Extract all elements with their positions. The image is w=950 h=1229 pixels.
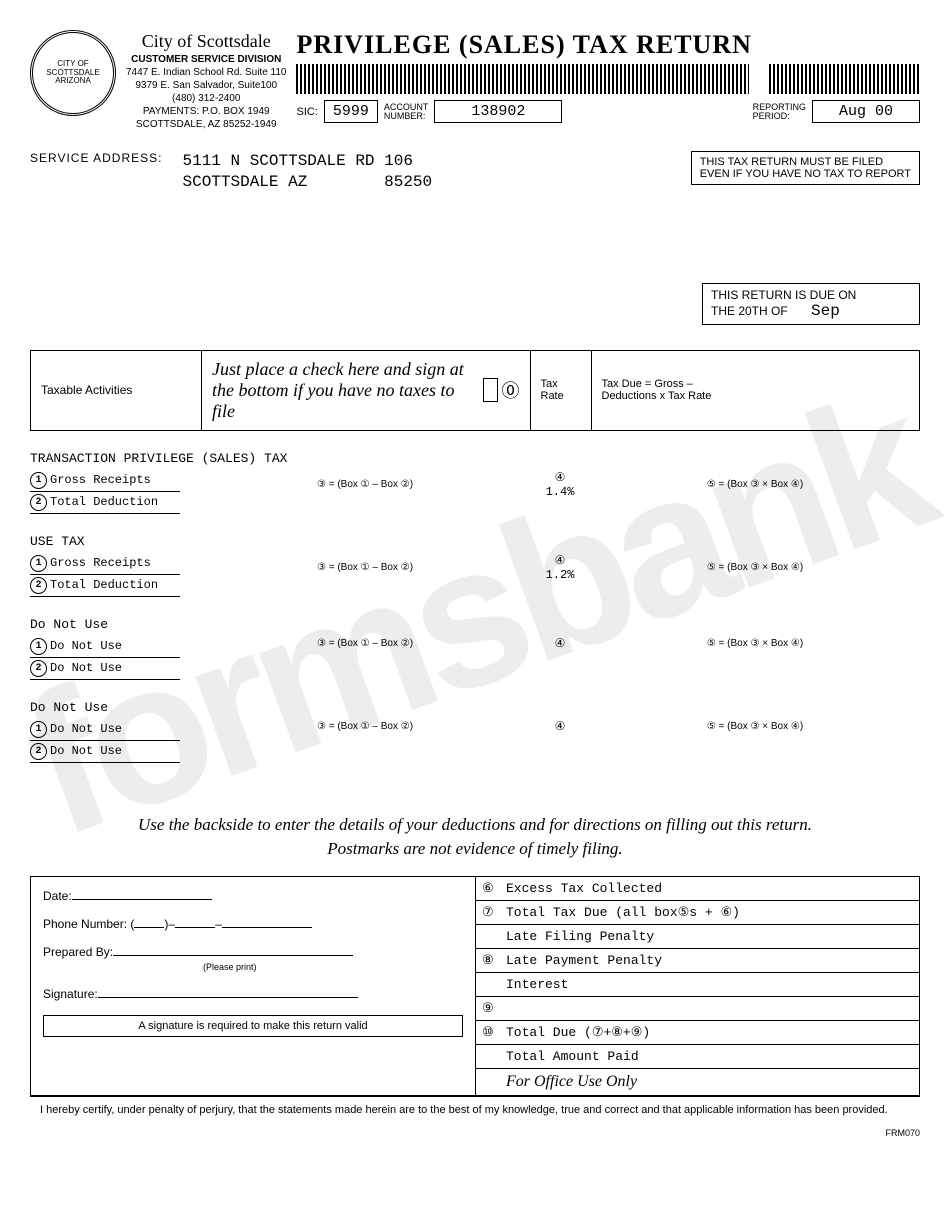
signature-required: A signature is required to make this ret… [43,1015,463,1037]
period-label: REPORTING PERIOD: [753,103,806,121]
section-title: Do Not Use [30,700,920,715]
total-line: ⑥Excess Tax Collected [476,877,919,901]
acct-label: ACCOUNT NUMBER: [384,103,429,121]
total-line: Late Filing Penalty [476,925,919,949]
phone-label: Phone Number: ( [43,917,134,931]
total-line: ⑩Total Due (⑦+⑧+⑨) [476,1021,919,1045]
total-deduction-row: 2Total Deduction [30,492,180,514]
total-line: ⑨ [476,997,919,1021]
signature-label: Signature: [43,987,98,1001]
zero-icon: ⓪ [502,377,520,403]
formula-3: ③ = (Box ① – Box ②) [200,479,530,490]
no-tax-checkbox[interactable] [483,378,497,402]
phone-prefix[interactable] [175,927,215,928]
gross-receipts-row: 1Do Not Use [30,636,180,658]
payments: PAYMENTS: P.O. BOX 1949 [126,105,286,118]
division: CUSTOMER SERVICE DIVISION [126,53,286,66]
acct-value: 138902 [434,100,562,123]
office-use: For Office Use Only [506,1073,637,1091]
taxable-activities-label: Taxable Activities [31,351,202,430]
no-tax-instruction: Just place a check here and sign at the … [212,359,475,422]
rate-value: ④1.2% [530,553,590,582]
svc-line2: SCOTTSDALE AZ [182,173,307,191]
service-label: SERVICE ADDRESS: [30,151,182,193]
due-month: Sep [811,302,840,320]
formula-5: ⑤ = (Box ③ × Box ④) [590,721,920,732]
rate-value: ④ [530,719,590,734]
certification: I hereby certify, under penalty of perju… [30,1096,920,1124]
date-label: Date: [43,889,72,903]
gross-receipts-row: 1Gross Receipts [30,553,180,575]
prepared-hint: (Please print) [203,962,257,972]
sic-label: SIC: [296,106,317,118]
filing-notice: THIS TAX RETURN MUST BE FILED EVEN IF YO… [691,151,920,185]
section-title: TRANSACTION PRIVILEGE (SALES) TAX [30,451,920,466]
prepared-label: Prepared By: [43,945,113,959]
due-box: THIS RETURN IS DUE ON THE 20TH OF Sep [702,283,920,325]
prepared-field[interactable] [113,955,353,956]
total-deduction-row: 2Do Not Use [30,741,180,763]
section-title: USE TAX [30,534,920,549]
phone: (480) 312-2400 [126,92,286,105]
addr1: 7447 E. Indian School Rd. Suite 110 [126,66,286,79]
city-header: City of Scottsdale CUSTOMER SERVICE DIVI… [126,30,286,131]
formula-3: ③ = (Box ① – Box ②) [200,638,530,649]
total-deduction-row: 2Do Not Use [30,658,180,680]
addr2: 9379 E. San Salvador, Suite100 [126,79,286,92]
rate-value: ④1.4% [530,470,590,499]
total-line: Interest [476,973,919,997]
formula-5: ⑤ = (Box ③ × Box ④) [590,638,920,649]
formula-3: ③ = (Box ① – Box ②) [200,562,530,573]
instruction-band: Taxable Activities Just place a check he… [30,350,920,431]
sic-value: 5999 [324,100,378,123]
form-number: FRM070 [30,1128,920,1138]
total-line: ⑧Late Payment Penalty [476,949,919,973]
cityzip: SCOTTSDALE, AZ 85252-1949 [126,118,286,131]
gross-receipts-row: 1Do Not Use [30,719,180,741]
service-address: 5111 N SCOTTSDALE RD 106 SCOTTSDALE AZ 8… [182,151,432,193]
rate-value: ④ [530,636,590,651]
barcode-1 [296,64,749,94]
period-value: Aug 00 [812,100,920,123]
city-seal: CITY OFSCOTTSDALEARIZONA [30,30,116,116]
date-field[interactable] [72,899,212,900]
barcode-2 [769,64,920,94]
bottom-section: Date: Phone Number: ()–– Prepared By:(Pl… [30,876,920,1096]
formula-5: ⑤ = (Box ③ × Box ④) [590,479,920,490]
tax-rate-label: Tax Rate [531,351,592,430]
total-deduction-row: 2Total Deduction [30,575,180,597]
gross-receipts-row: 1Gross Receipts [30,470,180,492]
mid-note: Use the backside to enter the details of… [30,813,920,861]
total-line: ⑦Total Tax Due (all box⑤s + ⑥) [476,901,919,925]
formula-5: ⑤ = (Box ③ × Box ④) [590,562,920,573]
phone-area[interactable] [134,927,164,928]
svc-line1: 5111 N SCOTTSDALE RD 106 [182,151,432,172]
formula-3: ③ = (Box ① – Box ②) [200,721,530,732]
city-name: City of Scottsdale [126,30,286,53]
signature-field[interactable] [98,997,358,998]
formula-label: Tax Due = Gross – Deductions x Tax Rate [592,351,920,430]
total-line: Total Amount Paid [476,1045,919,1069]
svc-zip: 85250 [384,173,432,191]
phone-number[interactable] [222,927,312,928]
form-title: PRIVILEGE (SALES) TAX RETURN [296,30,920,60]
section-title: Do Not Use [30,617,920,632]
